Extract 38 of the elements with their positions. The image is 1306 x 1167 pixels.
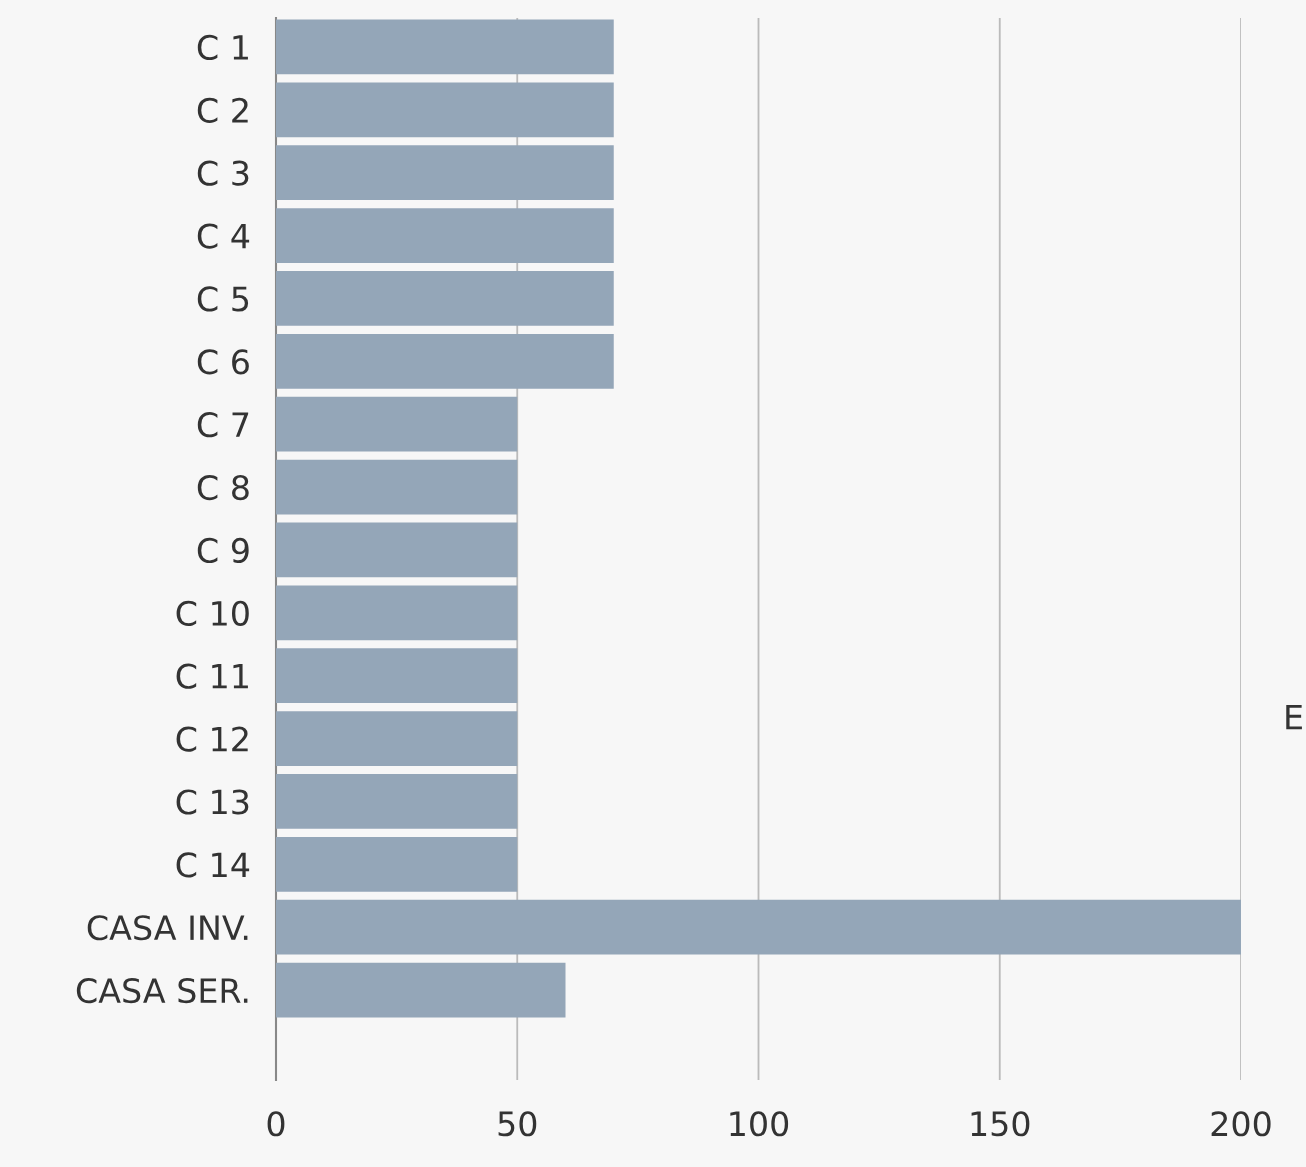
bar (276, 333, 614, 389)
bar (276, 19, 614, 75)
y-tick-label: C 9 (197, 537, 249, 564)
bar (276, 459, 518, 515)
y-tick-label: C 6 (197, 349, 249, 375)
bar (276, 585, 518, 641)
bar (276, 648, 518, 704)
y-tick-label: C 12 (176, 726, 248, 752)
bar (276, 522, 518, 578)
y-tick-label: C 5 (197, 286, 249, 312)
bar (276, 899, 1241, 955)
y-tick-label: CASA INV. (87, 915, 248, 941)
bar (276, 82, 614, 138)
bar (276, 711, 518, 766)
bar (276, 208, 614, 263)
x-tick-label: 0 (267, 1111, 285, 1137)
bar (276, 836, 518, 892)
bar (276, 962, 566, 1018)
y-tick-label: C 13 (176, 789, 249, 815)
x-tick-label: 200 (1211, 1111, 1271, 1137)
y-tick-label: C 3 (197, 160, 249, 186)
y-tick-label: C 14 (176, 852, 250, 878)
bar (276, 145, 614, 201)
x-tick-label: 150 (971, 1111, 1030, 1137)
bar (276, 774, 518, 829)
y-tick-label: C 11 (176, 663, 248, 689)
y-tick-label: C 7 (197, 412, 249, 438)
y-tick-label: C 1 (197, 34, 248, 61)
y-tick-label: C 2 (197, 97, 248, 123)
y-tick-label: C 4 (197, 223, 250, 249)
y-tick-label: C 8 (197, 474, 249, 501)
x-tick-label: 100 (730, 1111, 789, 1137)
y-tick-label: C 10 (176, 600, 249, 626)
bar (276, 396, 518, 452)
text: E (1286, 704, 1302, 730)
bar (276, 271, 614, 326)
x-tick-label: 50 (498, 1111, 537, 1137)
y-tick-label: CASA SER. (76, 978, 248, 1004)
